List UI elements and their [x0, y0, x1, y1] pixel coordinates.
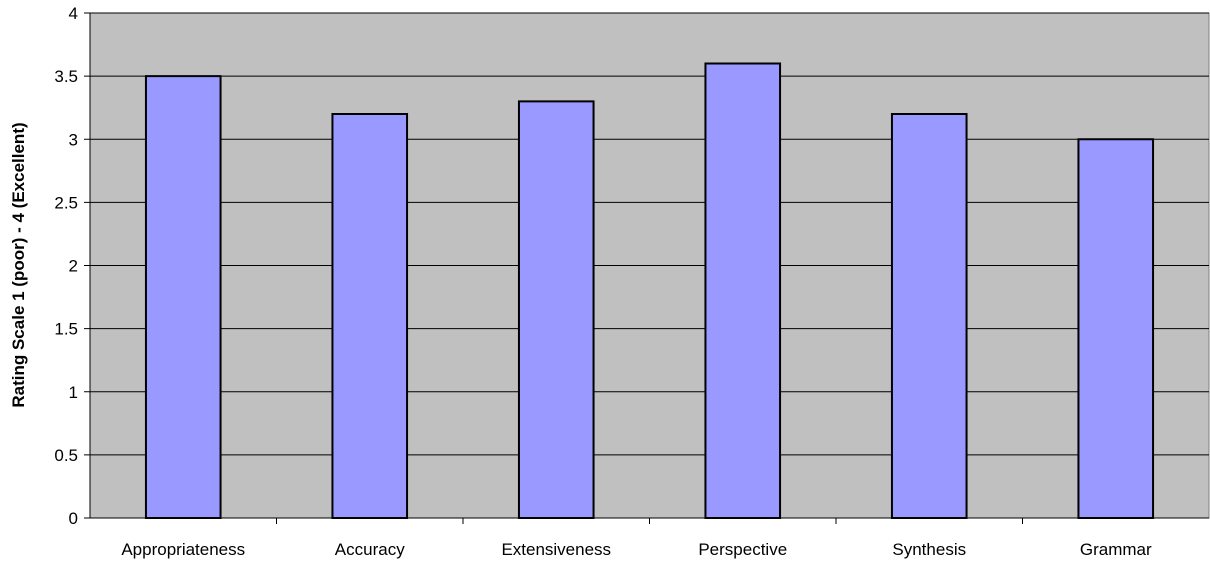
y-axis-title: Rating Scale 1 (poor) - 4 (Excellent)	[9, 122, 28, 407]
x-tick-label: Synthesis	[892, 540, 966, 559]
y-tick-label: 4	[69, 4, 78, 23]
y-tick-label: 3	[69, 130, 78, 149]
bar-perspective	[704, 62, 782, 519]
bar-appropriateness	[144, 75, 222, 519]
bar-accuracy	[331, 113, 409, 519]
y-tick-label: 0	[69, 509, 78, 528]
bar-synthesis	[890, 113, 968, 519]
y-tick-label: 2	[69, 257, 78, 276]
x-tick-label: Accuracy	[335, 540, 405, 559]
x-tick-label: Grammar	[1080, 540, 1152, 559]
x-tick-label: Perspective	[698, 540, 787, 559]
gridlines	[90, 12, 1209, 456]
y-tick-labels: 0 0.5 1 1.5 2 2.5 3 3.5 4	[54, 4, 90, 528]
bar-extensiveness	[517, 100, 595, 519]
y-tick-label: 0.5	[54, 446, 78, 465]
x-tick-label: Extensiveness	[501, 540, 611, 559]
bars	[144, 62, 1155, 519]
x-tick-label: Appropriateness	[121, 540, 245, 559]
y-tick-label: 3.5	[54, 67, 78, 86]
bar-grammar	[1077, 138, 1155, 519]
y-tick-label: 2.5	[54, 193, 78, 212]
x-tick-labels: Appropriateness Accuracy Extensiveness Pers…	[121, 518, 1152, 559]
y-tick-label: 1.5	[54, 320, 78, 339]
y-tick-label: 1	[69, 383, 78, 402]
